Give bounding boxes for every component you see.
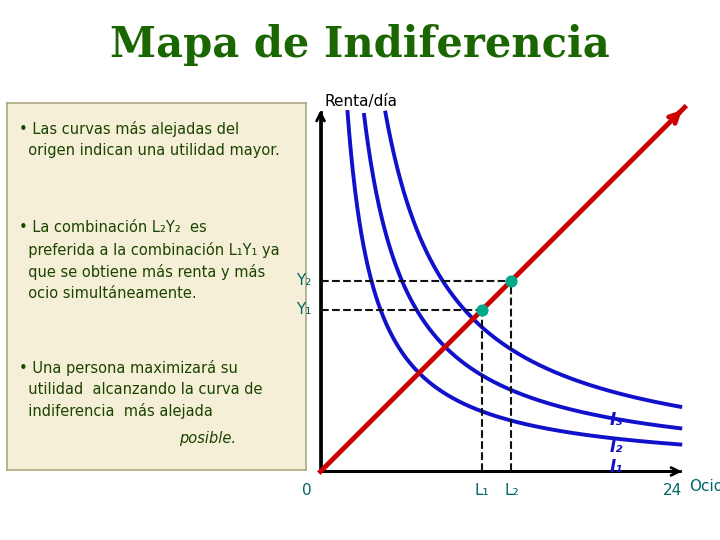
Text: I₁: I₁ — [610, 458, 623, 476]
Text: Y₁: Y₁ — [297, 302, 312, 318]
Text: posible.: posible. — [179, 431, 236, 446]
Text: L₁: L₁ — [474, 483, 490, 498]
Text: I₂: I₂ — [610, 438, 623, 456]
Text: indiferencia  más alejada: indiferencia más alejada — [19, 431, 217, 447]
Text: 24: 24 — [663, 483, 683, 498]
Text: I₃: I₃ — [610, 411, 623, 429]
Text: • Las curvas más alejadas del
  origen indican una utilidad mayor.: • Las curvas más alejadas del origen ind… — [19, 121, 280, 158]
Text: Mapa de Indiferencia: Mapa de Indiferencia — [110, 24, 610, 66]
Point — [477, 306, 488, 314]
Point — [505, 276, 517, 285]
Text: Renta/día: Renta/día — [325, 94, 398, 109]
Text: • Una persona maximizará su
  utilidad  alcanzando la curva de
  indiferencia  m: • Una persona maximizará su utilidad alc… — [19, 360, 263, 419]
Text: Y₂: Y₂ — [297, 273, 312, 288]
Text: L₂: L₂ — [504, 483, 518, 498]
Text: 0: 0 — [302, 483, 312, 498]
Text: • La combinación L₂Y₂  es
  preferida a la combinación L₁Y₁ ya
  que se obtiene : • La combinación L₂Y₂ es preferida a la … — [19, 220, 280, 301]
Text: Ocio: Ocio — [689, 479, 720, 494]
